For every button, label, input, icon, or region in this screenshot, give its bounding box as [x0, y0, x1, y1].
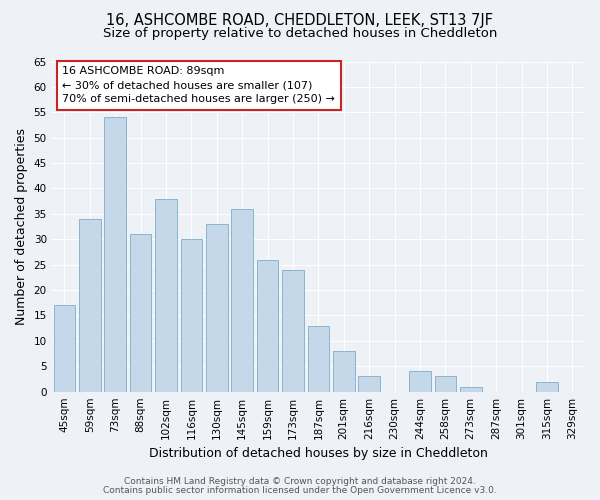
Bar [53, 306, 75, 392]
Bar [181, 240, 202, 392]
Bar [308, 326, 329, 392]
Bar [206, 224, 227, 392]
X-axis label: Distribution of detached houses by size in Cheddleton: Distribution of detached houses by size … [149, 447, 488, 460]
Bar [130, 234, 151, 392]
Bar [257, 260, 278, 392]
Bar [232, 209, 253, 392]
Bar [536, 382, 557, 392]
Text: Contains HM Land Registry data © Crown copyright and database right 2024.: Contains HM Land Registry data © Crown c… [124, 477, 476, 486]
Bar [358, 376, 380, 392]
Text: Contains public sector information licensed under the Open Government Licence v3: Contains public sector information licen… [103, 486, 497, 495]
Bar [434, 376, 456, 392]
Bar [333, 351, 355, 392]
Bar [79, 219, 101, 392]
Text: 16 ASHCOMBE ROAD: 89sqm
← 30% of detached houses are smaller (107)
70% of semi-d: 16 ASHCOMBE ROAD: 89sqm ← 30% of detache… [62, 66, 335, 104]
Text: Size of property relative to detached houses in Cheddleton: Size of property relative to detached ho… [103, 28, 497, 40]
Bar [409, 372, 431, 392]
Bar [460, 386, 482, 392]
Bar [155, 198, 177, 392]
Bar [282, 270, 304, 392]
Y-axis label: Number of detached properties: Number of detached properties [15, 128, 28, 325]
Text: 16, ASHCOMBE ROAD, CHEDDLETON, LEEK, ST13 7JF: 16, ASHCOMBE ROAD, CHEDDLETON, LEEK, ST1… [107, 12, 493, 28]
Bar [104, 118, 126, 392]
